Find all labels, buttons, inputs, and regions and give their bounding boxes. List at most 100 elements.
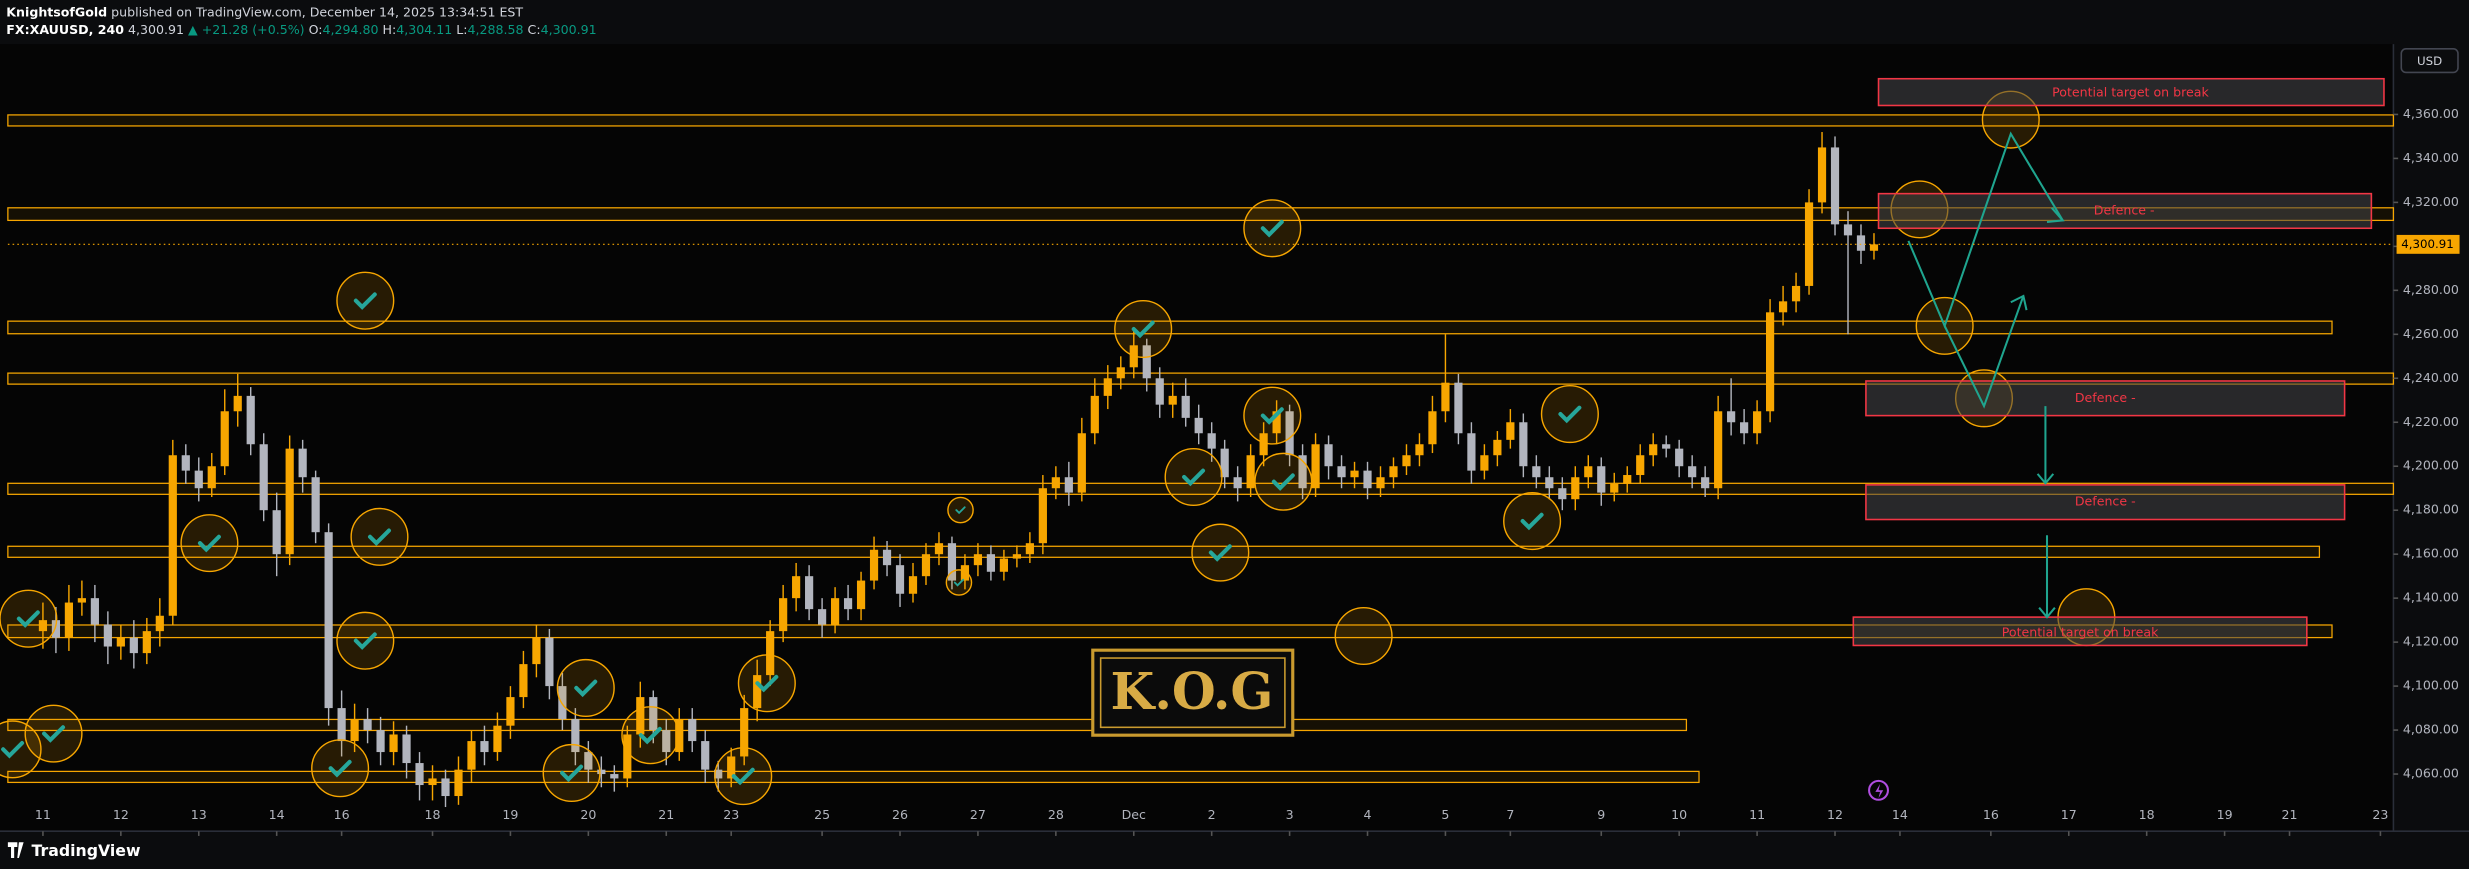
candle-body [38, 620, 48, 632]
box-label: Defence - [2075, 494, 2136, 509]
x-tick-label: 11 [1749, 807, 1765, 822]
candle-body [363, 719, 372, 731]
candle-body [973, 554, 983, 566]
footer-brand: TradingView [31, 841, 140, 860]
arrow-head [2010, 294, 2028, 311]
candle-body [1545, 477, 1554, 489]
candle-body [1467, 433, 1476, 471]
candle-body [1869, 244, 1879, 251]
check-mark [367, 528, 391, 547]
candle-body [584, 752, 593, 770]
logo: K.O.G [1091, 648, 1295, 737]
currency-button[interactable] [2400, 48, 2459, 74]
candle-body [1116, 367, 1125, 379]
x-tick-label: 19 [502, 807, 518, 822]
x-tick-label: 5 [1441, 807, 1449, 822]
symbol: FX:XAUUSD, 240 [6, 21, 124, 36]
ohlc-label: C: [528, 21, 541, 36]
footer-logo [7, 842, 24, 858]
x-tick-label: 13 [191, 807, 207, 822]
candle-body [1272, 411, 1281, 434]
zone [7, 545, 2321, 558]
candle-body [1493, 439, 1502, 456]
x-tick-label: 3 [1286, 807, 1294, 822]
symbol-line: FX:XAUUSD, 240 4,300.91 ▲ +21.28 (+0.5%)… [6, 21, 596, 36]
candle-body [493, 725, 502, 753]
event-icon[interactable] [1868, 779, 1889, 801]
candle-body [986, 554, 996, 572]
zone [7, 114, 2395, 127]
candle-body [688, 719, 697, 742]
candle-body [51, 620, 61, 638]
x-tick-label: 28 [1048, 807, 1064, 822]
candle-body [376, 730, 385, 753]
publisher: KnightsofGold [6, 4, 107, 19]
y-tick-label: 4,280.00 [2403, 282, 2459, 297]
ohlc-value: 4,304.11 [396, 21, 452, 36]
marker-circle [180, 514, 239, 573]
candle-body [545, 637, 554, 687]
defence-box [1877, 192, 2373, 230]
candle-body [753, 675, 762, 709]
candle-body [895, 565, 905, 594]
check-mark [1260, 407, 1284, 425]
candle-body [480, 741, 489, 753]
candle-body [1402, 455, 1411, 467]
candle-body [181, 455, 190, 471]
y-tick-label: 4,120.00 [2403, 634, 2459, 649]
y-tick-label: 4,160.00 [2403, 546, 2459, 561]
candles [38, 132, 1879, 808]
ohlc-value: 4,300.91 [541, 21, 597, 36]
marker-circle [311, 739, 370, 798]
candle-body [934, 543, 944, 555]
marker-circle [947, 496, 974, 524]
candle-body [532, 637, 541, 665]
x-tick-label: 4 [1364, 807, 1372, 822]
check-mark [353, 632, 377, 650]
candle-body [155, 615, 164, 632]
candle-body [441, 778, 450, 797]
candle-body [1753, 411, 1762, 434]
markers [0, 90, 2116, 806]
marker-circle [1503, 492, 1562, 551]
logo-frame [1091, 648, 1295, 737]
marker-circle [621, 706, 680, 765]
candle-body [1532, 466, 1541, 478]
candle-body [908, 576, 918, 594]
check-mark [1, 741, 25, 759]
check-mark [1182, 468, 1206, 487]
candle-body [792, 576, 801, 599]
y-tick-label: 4,220.00 [2403, 414, 2459, 429]
candle-body [402, 734, 411, 764]
candle-body [1025, 543, 1034, 555]
candle-body [1194, 417, 1203, 434]
candle-body [1324, 444, 1333, 467]
marker-circle [542, 743, 601, 803]
x-tick-label: 12 [1827, 807, 1843, 822]
arrow-head [2046, 207, 2065, 223]
candle-body [1051, 477, 1060, 489]
ohlc-value: 4,288.58 [468, 21, 524, 36]
target-boxes: Potential target on break Defence - Defe… [1852, 77, 2385, 647]
candle-body [1337, 466, 1346, 478]
candle-body [1765, 312, 1775, 412]
y-tick-label: 4,340.00 [2403, 150, 2459, 165]
zones [7, 114, 2395, 784]
candle-body [1155, 378, 1164, 405]
candle-body [1623, 475, 1632, 484]
x-tick-label: 23 [2372, 807, 2388, 822]
candle-body [350, 719, 359, 742]
box-label: Potential target on break [2002, 624, 2159, 639]
currency[interactable]: USD [2417, 54, 2442, 68]
y-tick-label: 4,260.00 [2403, 326, 2459, 341]
candle-body [103, 624, 112, 647]
arrow-head [2036, 473, 2055, 485]
candle-body [1830, 147, 1840, 225]
candle-body [467, 741, 476, 770]
marker-circle [336, 271, 395, 330]
x-tick-label: 26 [892, 807, 908, 822]
check-mark [197, 534, 221, 553]
zone [7, 718, 1688, 732]
candle-body [649, 697, 658, 731]
x-tick-label: 20 [580, 807, 596, 822]
